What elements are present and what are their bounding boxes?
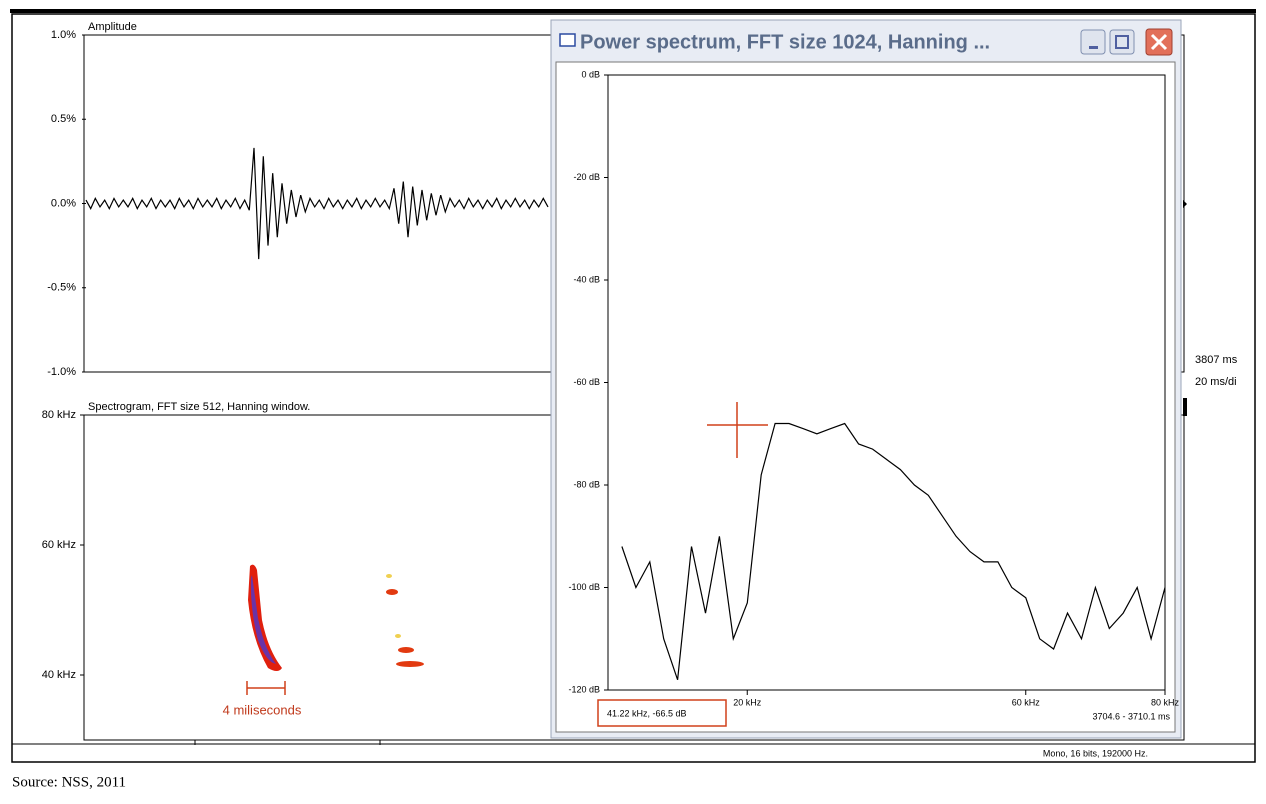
side-label: 3807 ms	[1195, 354, 1238, 366]
y-tick-label: -100 dB	[568, 582, 600, 592]
y-tick-label: -120 dB	[568, 684, 600, 694]
y-tick-label: 40 kHz	[42, 669, 76, 681]
minimize-button[interactable]	[1080, 29, 1106, 55]
window-title: Power spectrum, FFT size 1024, Hanning .…	[580, 31, 990, 53]
echo-blob	[396, 661, 424, 667]
x-tick-label: 60 kHz	[1012, 697, 1041, 707]
y-tick-label: 80 kHz	[42, 409, 76, 421]
echo-blob	[386, 574, 392, 578]
y-tick-label: 60 kHz	[42, 539, 76, 551]
y-tick-label: -1.0%	[47, 366, 76, 378]
maximize-button[interactable]	[1109, 29, 1135, 55]
window-icon	[559, 33, 576, 47]
y-tick-label: 1.0%	[51, 29, 76, 41]
y-tick-label: 0.5%	[51, 113, 76, 125]
time-range: 3704.6 - 3710.1 ms	[1092, 711, 1170, 721]
close-glyph	[1150, 33, 1168, 51]
y-tick-label: -80 dB	[573, 479, 600, 489]
side-label: 20 ms/di	[1195, 376, 1237, 388]
spectrum-line	[621, 422, 1166, 680]
y-tick-label: -0.5%	[47, 282, 76, 294]
top-rule	[10, 9, 1256, 13]
y-tick-label: -20 dB	[573, 172, 600, 182]
echo-blob	[395, 634, 401, 638]
panel-title: Amplitude	[88, 21, 137, 33]
minimize-glyph	[1089, 46, 1098, 49]
source-caption: Source: NSS, 2011	[12, 774, 126, 790]
window-client	[555, 61, 1176, 733]
y-tick-label: -60 dB	[573, 377, 600, 387]
scale-bar-label: 4 miliseconds	[223, 702, 302, 717]
panel-title: Spectrogram, FFT size 512, Hanning windo…	[88, 401, 310, 413]
call-blob	[248, 564, 282, 671]
x-tick-label: 20 kHz	[733, 697, 762, 707]
spectrum-window[interactable]: Power spectrum, FFT size 1024, Hanning .…	[550, 19, 1182, 739]
call-core	[250, 575, 276, 664]
waveform-line	[85, 147, 549, 260]
y-tick-label: 0 dB	[581, 69, 600, 79]
echo-blob	[386, 589, 398, 595]
echo-blob	[398, 647, 414, 653]
x-tick-label: 80 kHz	[1151, 697, 1180, 707]
amplitude-panel: Amplitude 1.0% 0.5% 0.0% -0.5% -1.0%	[47, 21, 1185, 378]
cursor-crosshair	[707, 402, 768, 458]
readout-box	[597, 699, 727, 727]
maximize-glyph	[1115, 35, 1129, 49]
cursor-readout: 41.22 kHz, -66.5 dB	[607, 708, 687, 718]
y-tick-label: 0.0%	[51, 197, 76, 209]
spectrum-plot: 0 dB -20 dB -40 dB -60 dB -80 dB -100 dB -120 …	[568, 69, 1179, 707]
status-bar: Mono, 16 bits, 192000 Hz.	[1043, 748, 1148, 758]
scale-bar	[246, 681, 286, 695]
y-tick-label: -40 dB	[573, 274, 600, 284]
